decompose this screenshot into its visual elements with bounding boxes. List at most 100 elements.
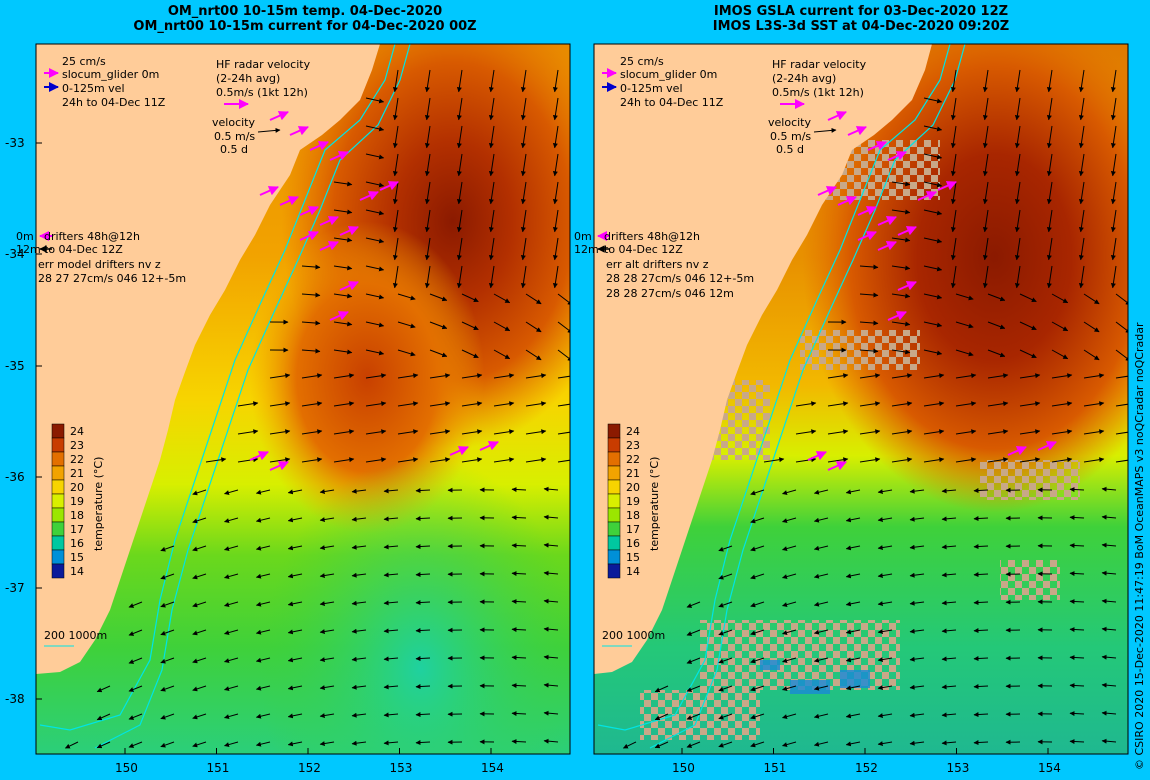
left-current-arrow (493, 401, 515, 407)
right-current-arrow (813, 489, 829, 495)
left-current-arrow (520, 97, 527, 121)
right-current-arrow (718, 573, 733, 580)
right-current-arrow (923, 181, 943, 188)
left-current-arrow (351, 684, 367, 690)
left-current-arrow (397, 321, 416, 329)
left-current-arrow (397, 373, 419, 379)
left-current-arrow (552, 209, 559, 233)
left-current-arrow (456, 181, 463, 205)
left-title-line2: OM_nrt00 10-15m current for 04-Dec-2020 … (133, 19, 477, 34)
right-current-arrow (827, 373, 849, 379)
left-current-arrow (255, 601, 271, 607)
right-current-arrow (654, 741, 669, 749)
right-colorbar-tick: 19 (626, 495, 640, 508)
left-current-arrow (365, 153, 385, 160)
right-current-arrow (1110, 97, 1117, 121)
left-current-arrow (301, 457, 323, 463)
left-current-arrow (128, 713, 143, 720)
left-current-arrow (287, 545, 303, 551)
left-current-arrow (287, 713, 303, 719)
right-current-arrow (1046, 209, 1053, 233)
right-current-arrow (973, 488, 989, 494)
right-current-arrow (982, 265, 989, 289)
left-current-arrow (301, 320, 321, 326)
right-current-arrow (782, 629, 797, 635)
right-current-arrow (909, 628, 925, 634)
right-current-arrow (923, 125, 943, 132)
left-current-arrow (552, 181, 559, 205)
left-current-arrow (493, 373, 515, 379)
left-current-arrow (543, 654, 559, 660)
right-drifters-12m: 12m (574, 243, 599, 256)
left-hf-radar-arrow (339, 226, 359, 236)
right-current-arrow (955, 429, 977, 435)
left-current-arrow (424, 153, 431, 177)
right-current-arrow (1046, 125, 1053, 149)
left-hf-radar-arrow (319, 216, 339, 226)
right-current-arrow (1051, 429, 1073, 435)
left-current-arrow (557, 375, 570, 379)
right-current-arrow (1110, 125, 1117, 149)
right-current-arrow (1051, 293, 1069, 304)
right-current-arrow (1101, 570, 1117, 576)
left-colorbar-tick: 19 (70, 495, 84, 508)
left-legend-glider: slocum_glider 0m (62, 68, 159, 81)
left-current-arrow (543, 486, 559, 492)
right-current-arrow (950, 125, 957, 149)
left-current-arrow (192, 573, 207, 580)
right-current-arrow (1110, 69, 1117, 93)
left-hf-radar-arrow (329, 311, 349, 321)
right-current-arrow (909, 740, 925, 746)
left-current-arrow (96, 713, 111, 721)
left-current-arrow (224, 573, 239, 579)
right-current-arrow (1069, 543, 1085, 549)
right-colorbar-swatch (607, 423, 621, 439)
right-current-arrow (891, 401, 913, 407)
right-current-arrow (750, 685, 765, 692)
right-current-arrow (845, 741, 861, 747)
right-current-arrow (950, 153, 957, 177)
right-current-arrow (845, 629, 861, 635)
left-current-arrow (205, 457, 227, 463)
left-current-arrow (552, 153, 559, 177)
right-current-arrow (909, 516, 925, 522)
left-current-arrow (192, 489, 207, 496)
left-lon-tick-label: 151 (207, 761, 230, 775)
left-current-arrow (333, 429, 355, 435)
left-current-arrow (128, 657, 143, 664)
right-current-arrow (973, 516, 989, 522)
right-current-arrow (973, 656, 989, 662)
left-current-arrow (255, 657, 271, 663)
right-current-arrow (782, 601, 797, 607)
left-colorbar-swatch (51, 465, 65, 481)
right-hf-radar-arrows (807, 111, 1057, 471)
left-current-arrow (415, 656, 431, 662)
left-current-arrow (511, 655, 527, 661)
left-current-arrow (319, 601, 335, 607)
right-current-arrow (1051, 373, 1073, 379)
right-current-arrow (1014, 97, 1021, 121)
left-current-arrow (365, 125, 385, 132)
left-current-arrow (301, 401, 323, 407)
left-current-arrow (351, 600, 367, 606)
left-hf-radar-arrow (249, 451, 269, 461)
right-current-arrow (845, 517, 861, 523)
left-current-arrow (160, 713, 175, 720)
left-hf-radar-arrow (329, 151, 349, 161)
left-current-arrow (351, 544, 367, 550)
right-current-arrow (1078, 153, 1085, 177)
left-current-arrow (520, 153, 527, 177)
right-current-arrow (1046, 237, 1053, 261)
right-current-arrow (845, 573, 861, 579)
right-current-arrow (622, 741, 637, 749)
right-current-arrow (845, 601, 861, 607)
right-current-arrow (987, 401, 1009, 407)
right-current-arrow (782, 685, 797, 691)
right-current-arrow (795, 429, 817, 435)
left-current-arrow (365, 265, 385, 272)
left-current-arrow (488, 153, 495, 177)
left-current-arrow (301, 264, 321, 270)
left-current-arrow (488, 237, 495, 261)
left-current-arrow (397, 349, 416, 357)
right-colorbar-tick: 15 (626, 551, 640, 564)
